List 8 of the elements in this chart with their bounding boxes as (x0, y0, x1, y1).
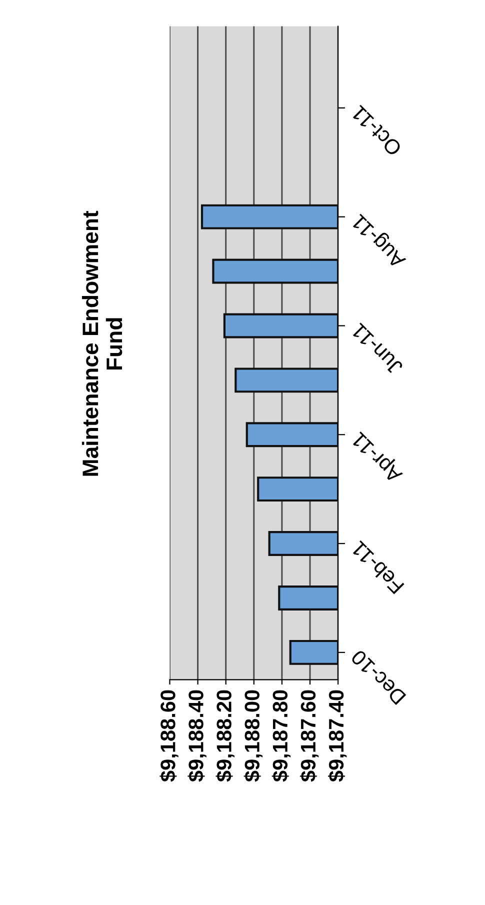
x-tick-label: $9,187.40 (328, 690, 347, 782)
x-tick-label: $9,187.80 (272, 690, 291, 782)
x-tick-label: $9,188.60 (160, 690, 178, 782)
x-tick-label: $9,188.00 (244, 690, 263, 782)
x-tick-label: $9,188.20 (216, 690, 234, 782)
x-tick-label: $9,187.60 (300, 690, 319, 782)
x-tick-label: $9,188.40 (188, 690, 206, 782)
text: Maintenance Endowment Fund (82, 210, 122, 476)
